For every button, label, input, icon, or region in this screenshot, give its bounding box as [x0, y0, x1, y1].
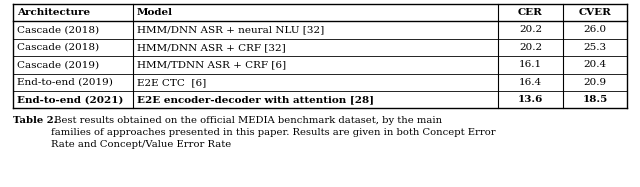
- Text: Cascade (2019): Cascade (2019): [17, 60, 99, 69]
- Text: 26.0: 26.0: [584, 25, 607, 34]
- Text: 16.1: 16.1: [519, 60, 542, 69]
- Text: HMM/DNN ASR + CRF [32]: HMM/DNN ASR + CRF [32]: [137, 43, 285, 52]
- Text: 13.6: 13.6: [518, 95, 543, 104]
- Text: Model: Model: [137, 8, 173, 17]
- Text: Cascade (2018): Cascade (2018): [17, 25, 99, 34]
- Text: Best results obtained on the official MEDIA benchmark dataset, by the main
famil: Best results obtained on the official ME…: [51, 116, 495, 149]
- Text: HMM/DNN ASR + neural NLU [32]: HMM/DNN ASR + neural NLU [32]: [137, 25, 324, 34]
- Text: E2E encoder-decoder with attention [28]: E2E encoder-decoder with attention [28]: [137, 95, 374, 104]
- Text: HMM/TDNN ASR + CRF [6]: HMM/TDNN ASR + CRF [6]: [137, 60, 286, 69]
- Text: 20.2: 20.2: [519, 43, 542, 52]
- Text: Architecture: Architecture: [17, 8, 90, 17]
- Text: 20.9: 20.9: [584, 78, 607, 87]
- Text: 18.5: 18.5: [582, 95, 607, 104]
- Text: End-to-end (2019): End-to-end (2019): [17, 78, 113, 87]
- Text: Cascade (2018): Cascade (2018): [17, 43, 99, 52]
- Text: CVER: CVER: [579, 8, 611, 17]
- Text: Table 2.: Table 2.: [13, 116, 57, 125]
- Text: 16.4: 16.4: [519, 78, 542, 87]
- Text: CER: CER: [518, 8, 543, 17]
- Text: End-to-end (2021): End-to-end (2021): [17, 95, 124, 104]
- Text: E2E CTC  [6]: E2E CTC [6]: [137, 78, 206, 87]
- Text: 20.4: 20.4: [584, 60, 607, 69]
- Text: 25.3: 25.3: [584, 43, 607, 52]
- Text: 20.2: 20.2: [519, 25, 542, 34]
